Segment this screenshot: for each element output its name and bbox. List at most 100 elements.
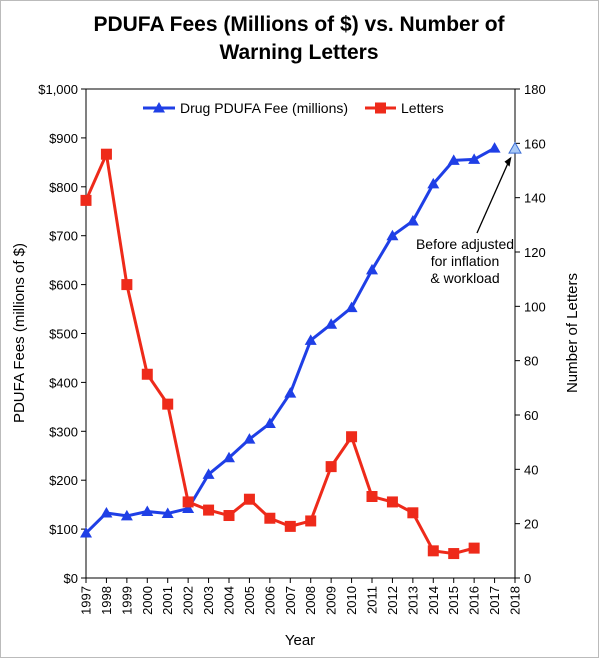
fee-point bbox=[386, 229, 399, 241]
x-axis-label: Year bbox=[285, 632, 315, 649]
fee-point bbox=[366, 263, 378, 275]
x-tick-label: 2011 bbox=[365, 586, 380, 614]
y-right-tick-label: 0 bbox=[524, 571, 531, 586]
fee-point bbox=[406, 215, 419, 226]
y-right-tick-label: 40 bbox=[524, 462, 538, 477]
series-layer bbox=[80, 141, 522, 560]
y-right-tick-label: 140 bbox=[524, 191, 546, 206]
letters-point bbox=[346, 431, 358, 443]
x-tick-label: 2001 bbox=[160, 586, 175, 615]
x-tick-label: 1998 bbox=[99, 586, 114, 615]
y-left-tick-label: $300 bbox=[49, 424, 78, 439]
x-tick-label: 2005 bbox=[242, 586, 257, 615]
x-tick-label: 2008 bbox=[303, 586, 318, 615]
fee-point bbox=[202, 468, 215, 479]
x-tick-label: 2006 bbox=[262, 586, 277, 615]
y-right-tick-label: 180 bbox=[524, 82, 546, 97]
letters-point bbox=[80, 194, 92, 206]
legend-fee-label: Drug PDUFA Fee (millions) bbox=[180, 100, 348, 116]
y-left-tick-label: $400 bbox=[49, 375, 78, 390]
letters-point bbox=[203, 504, 215, 516]
y-left-tick-label: $700 bbox=[49, 229, 78, 244]
fee-point bbox=[161, 507, 174, 518]
letters-point bbox=[162, 398, 174, 410]
fee-point bbox=[120, 509, 133, 521]
y-left-tick-label: $600 bbox=[49, 278, 78, 293]
letters-point bbox=[264, 512, 276, 524]
y-right-tick-label: 20 bbox=[524, 517, 538, 532]
fee-point bbox=[284, 387, 297, 398]
fee-point bbox=[243, 433, 256, 444]
letters-point bbox=[325, 461, 337, 473]
fee-point bbox=[325, 318, 338, 329]
letters-point bbox=[121, 279, 133, 291]
axis-ticks: $0 $100 $200 $300 $400 $500 $600 $700 $800 $900 $1… bbox=[38, 82, 545, 615]
fee-point bbox=[100, 506, 113, 518]
letters-point bbox=[427, 545, 439, 557]
fee-point bbox=[345, 301, 358, 313]
legend-letters-swatch-marker bbox=[375, 102, 386, 114]
letters-point bbox=[386, 496, 398, 508]
x-tick-label: 2017 bbox=[487, 586, 502, 615]
x-tick-label: 2004 bbox=[222, 586, 237, 615]
y-left-tick-label: $100 bbox=[49, 522, 78, 537]
letters-point bbox=[366, 491, 378, 502]
y-axis-left-label: PDUFA Fees (millions of $) bbox=[11, 243, 28, 423]
x-tick-label: 2007 bbox=[283, 586, 298, 615]
legend-fee-swatch-marker bbox=[153, 102, 165, 113]
annotation-text-line: & workload bbox=[430, 270, 499, 286]
y-right-tick-label: 120 bbox=[524, 245, 546, 260]
fee-point bbox=[263, 417, 276, 428]
x-tick-label: 2015 bbox=[446, 586, 461, 615]
chart-title-line-1: PDUFA Fees (Millions of $) vs. Number of bbox=[93, 13, 505, 36]
fee-point bbox=[447, 154, 460, 165]
legend-letters-label: Letters bbox=[401, 100, 444, 116]
x-tick-label: 2000 bbox=[140, 586, 155, 615]
x-tick-label: 1999 bbox=[119, 586, 134, 615]
annotation-text-line: for inflation bbox=[431, 253, 499, 269]
letters-point bbox=[141, 368, 153, 380]
letters-point bbox=[468, 542, 480, 554]
fee-point bbox=[80, 527, 92, 538]
y-left-tick-label: $800 bbox=[49, 180, 78, 195]
fee-point bbox=[304, 334, 317, 345]
x-tick-label: 2018 bbox=[508, 586, 523, 615]
x-tick-label: 2010 bbox=[344, 586, 359, 615]
letters-point bbox=[223, 510, 235, 522]
letters-point bbox=[407, 507, 419, 519]
y-left-tick-label: $900 bbox=[49, 131, 78, 146]
y-left-tick-label: $500 bbox=[49, 327, 78, 342]
x-tick-label: 2009 bbox=[324, 586, 339, 615]
letters-point bbox=[100, 148, 112, 160]
annotation-text-line: Before adjusted bbox=[416, 236, 514, 252]
y-right-tick-label: 80 bbox=[524, 354, 538, 369]
x-tick-label: 2013 bbox=[405, 586, 420, 615]
annotation-arrow-head bbox=[504, 156, 512, 167]
y-axis-right-label: Number of Letters bbox=[564, 273, 581, 393]
fee-point-2018-unadjusted bbox=[508, 141, 522, 154]
y-left-tick-label: $1,000 bbox=[38, 82, 78, 97]
letters-point bbox=[284, 520, 296, 532]
letters-point bbox=[243, 493, 255, 505]
x-tick-label: 2014 bbox=[426, 586, 441, 615]
legend: Drug PDUFA Fee (millions) Letters bbox=[143, 100, 444, 116]
x-tick-label: 2002 bbox=[181, 586, 196, 615]
x-tick-label: 2012 bbox=[385, 586, 400, 615]
x-tick-label: 1997 bbox=[79, 586, 94, 615]
letters-point bbox=[305, 515, 317, 527]
fee-point bbox=[223, 451, 235, 463]
x-tick-label: 2016 bbox=[467, 586, 482, 615]
x-tick-label: 2003 bbox=[201, 586, 216, 615]
fee-point bbox=[468, 153, 481, 164]
fee-point bbox=[141, 505, 154, 516]
y-left-tick-label: $200 bbox=[49, 473, 78, 488]
letters-point bbox=[182, 496, 194, 508]
y-right-tick-label: 60 bbox=[524, 408, 538, 423]
fee-point bbox=[182, 502, 195, 514]
y-right-tick-label: 100 bbox=[524, 299, 546, 314]
chart-title-line-2: Warning Letters bbox=[219, 41, 378, 64]
